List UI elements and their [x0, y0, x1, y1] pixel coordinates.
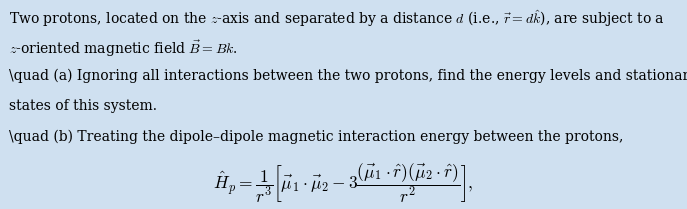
Text: \quad (b) Treating the dipole–dipole magnetic interaction energy between the pro: \quad (b) Treating the dipole–dipole mag… [9, 130, 623, 144]
Text: states of this system.: states of this system. [9, 99, 157, 113]
Text: $z$-oriented magnetic field $\vec{B} = Bk$.: $z$-oriented magnetic field $\vec{B} = B… [9, 39, 238, 59]
Text: $\hat{H}_p = \dfrac{1}{r^3}\left[\vec{\mu}_1 \cdot \vec{\mu}_2 - 3\dfrac{(\vec{\: $\hat{H}_p = \dfrac{1}{r^3}\left[\vec{\m… [213, 162, 474, 205]
Text: \quad (a) Ignoring all interactions between the two protons, find the energy lev: \quad (a) Ignoring all interactions betw… [9, 69, 687, 83]
Text: Two protons, located on the $z$-axis and separated by a distance $d$ (i.e., $\ve: Two protons, located on the $z$-axis and… [9, 8, 665, 29]
